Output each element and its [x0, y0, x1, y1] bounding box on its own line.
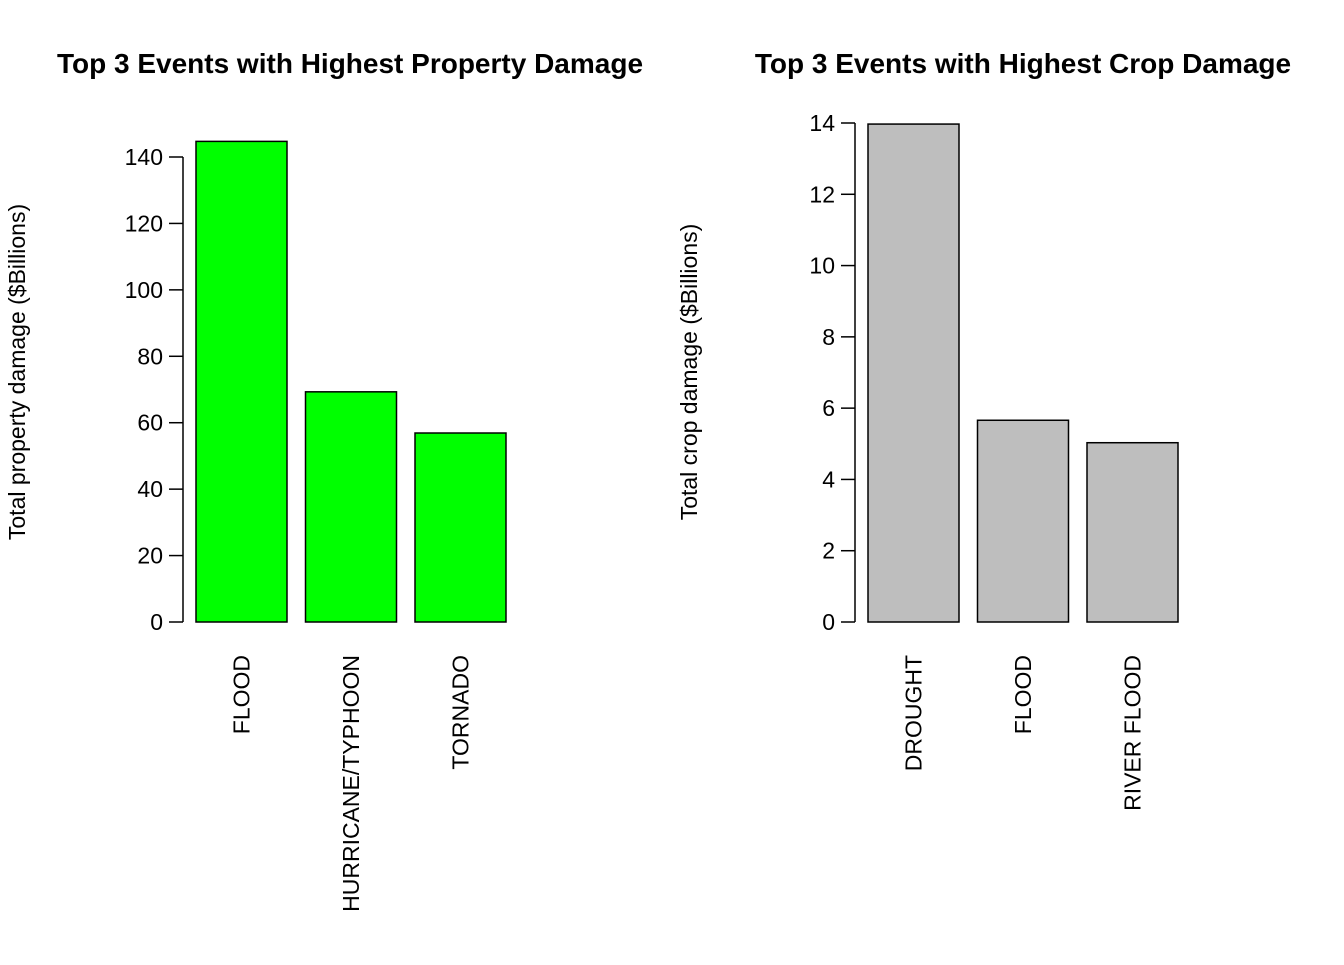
x-tick-label: TORNADO	[448, 655, 474, 770]
y-tick-label: 0	[150, 609, 163, 635]
y-tick-label: 140	[125, 144, 163, 170]
crop-damage-chart: Top 3 Events with Highest Crop Damage To…	[676, 48, 1291, 811]
x-tick-labels-property: FLOOD HURRICANE/TYPHOON TORNADO	[229, 655, 474, 912]
y-tick-label: 0	[822, 609, 835, 635]
x-tick-label: DROUGHT	[901, 655, 927, 771]
bar-drought	[867, 123, 960, 623]
y-axis-property: 0 20 40 60 80 100 120 140	[125, 144, 184, 635]
y-tick-label: 8	[822, 324, 835, 350]
x-tick-label: HURRICANE/TYPHOON	[338, 655, 364, 912]
property-damage-chart: Top 3 Events with Highest Property Damag…	[4, 48, 643, 912]
x-tick-label: FLOOD	[1010, 655, 1036, 734]
chart-title-property: Top 3 Events with Highest Property Damag…	[57, 48, 643, 79]
y-axis-label-crop: Total crop damage ($Billions)	[676, 224, 702, 521]
x-tick-labels-crop: DROUGHT FLOOD RIVER FLOOD	[901, 655, 1146, 811]
x-tick-label: RIVER FLOOD	[1120, 655, 1146, 811]
bar-hurricane-typhoon	[304, 391, 398, 623]
y-tick-label: 14	[809, 110, 835, 136]
y-tick-label: 120	[125, 210, 163, 236]
bar-river-flood	[1086, 441, 1179, 623]
y-tick-label: 4	[822, 466, 835, 492]
y-tick-label: 6	[822, 395, 835, 421]
x-tick-label: FLOOD	[229, 655, 255, 734]
chart-title-crop: Top 3 Events with Highest Crop Damage	[755, 48, 1291, 79]
bar-flood	[195, 140, 288, 623]
y-tick-label: 12	[809, 181, 835, 207]
y-tick-label: 40	[137, 476, 163, 502]
y-axis-crop: 0 2 4 6 8 10 12 14	[809, 110, 856, 635]
bar-tornado	[414, 432, 507, 623]
y-tick-label: 10	[809, 253, 835, 279]
y-tick-label: 60	[137, 410, 163, 436]
bar-flood	[976, 419, 1070, 623]
bars-crop	[867, 123, 1179, 623]
y-tick-label: 20	[137, 543, 163, 569]
y-tick-label: 2	[822, 538, 835, 564]
y-axis-label-property: Total property damage ($Billions)	[4, 204, 30, 540]
bars-property	[195, 140, 507, 623]
y-tick-label: 100	[125, 277, 163, 303]
y-tick-label: 80	[137, 343, 163, 369]
